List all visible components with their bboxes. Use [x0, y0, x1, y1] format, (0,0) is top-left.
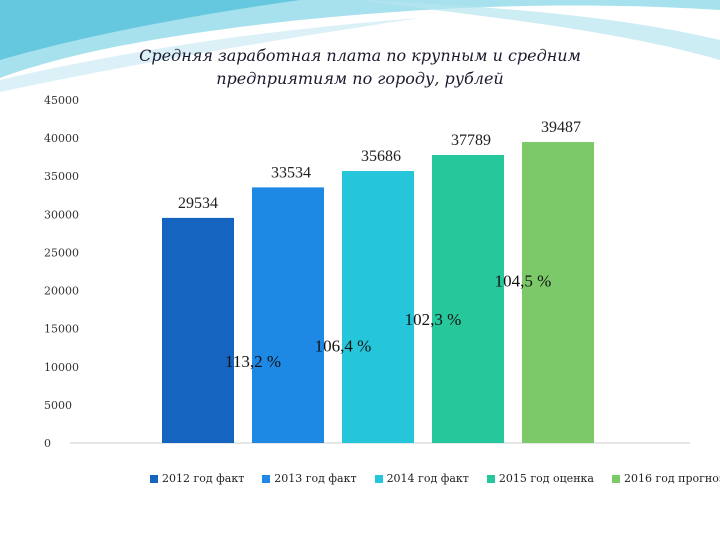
- y-tick-label: 35000: [44, 170, 79, 183]
- legend-item: 2012 год факт: [150, 472, 244, 485]
- legend-label: 2013 год факт: [274, 472, 357, 485]
- y-tick-label: 45000: [44, 94, 79, 107]
- y-tick-label: 40000: [44, 132, 79, 145]
- y-tick-label: 0: [44, 437, 51, 450]
- legend-swatch: [374, 474, 383, 483]
- bar-value-label: 39487: [541, 119, 581, 136]
- y-tick-label: 20000: [44, 285, 79, 298]
- bar-value-label: 29534: [178, 195, 218, 212]
- bar-value-label: 35686: [361, 148, 401, 165]
- growth-percent-label: 104,5 %: [495, 272, 552, 291]
- legend-swatch: [150, 474, 158, 483]
- bar: [252, 187, 324, 443]
- legend-item: 2016 год прогноз: [611, 472, 720, 485]
- bar: [522, 142, 594, 444]
- chart-title-line2: предприятиям по городу, рублей: [216, 69, 504, 88]
- chart-title-line1: Средняя заработная плата по крупным и ср…: [139, 46, 581, 65]
- growth-percent-label: 106,4 %: [315, 337, 372, 356]
- legend-swatch: [486, 474, 495, 483]
- bar-value-label: 33534: [271, 164, 311, 181]
- legend-item: 2015 год оценка: [486, 472, 594, 485]
- growth-percent-label: 113,2 %: [225, 352, 281, 371]
- chart-legend: 2012 год факт 2013 год факт 2014 год факт 2…: [150, 472, 720, 485]
- legend-swatch: [611, 474, 620, 483]
- y-tick-label: 25000: [44, 246, 79, 259]
- legend-label: 2014 год факт: [386, 472, 469, 485]
- bar-value-label: 37789: [451, 132, 491, 149]
- bar: [342, 170, 414, 443]
- legend-label: 2012 год факт: [162, 472, 245, 485]
- legend-label: 2015 год оценка: [498, 472, 594, 485]
- bar: [432, 154, 504, 443]
- bar: [162, 217, 234, 443]
- legend-item: 2014 год факт: [374, 472, 469, 485]
- legend-label: 2016 год прогноз: [623, 472, 720, 485]
- y-tick-label: 30000: [44, 208, 79, 221]
- growth-percent-label: 102,3 %: [405, 310, 462, 329]
- legend-item: 2013 год факт: [262, 472, 357, 485]
- y-tick-label: 5000: [44, 399, 72, 412]
- y-tick-label: 15000: [44, 323, 79, 336]
- y-tick-label: 10000: [44, 361, 79, 374]
- legend-swatch: [262, 474, 271, 483]
